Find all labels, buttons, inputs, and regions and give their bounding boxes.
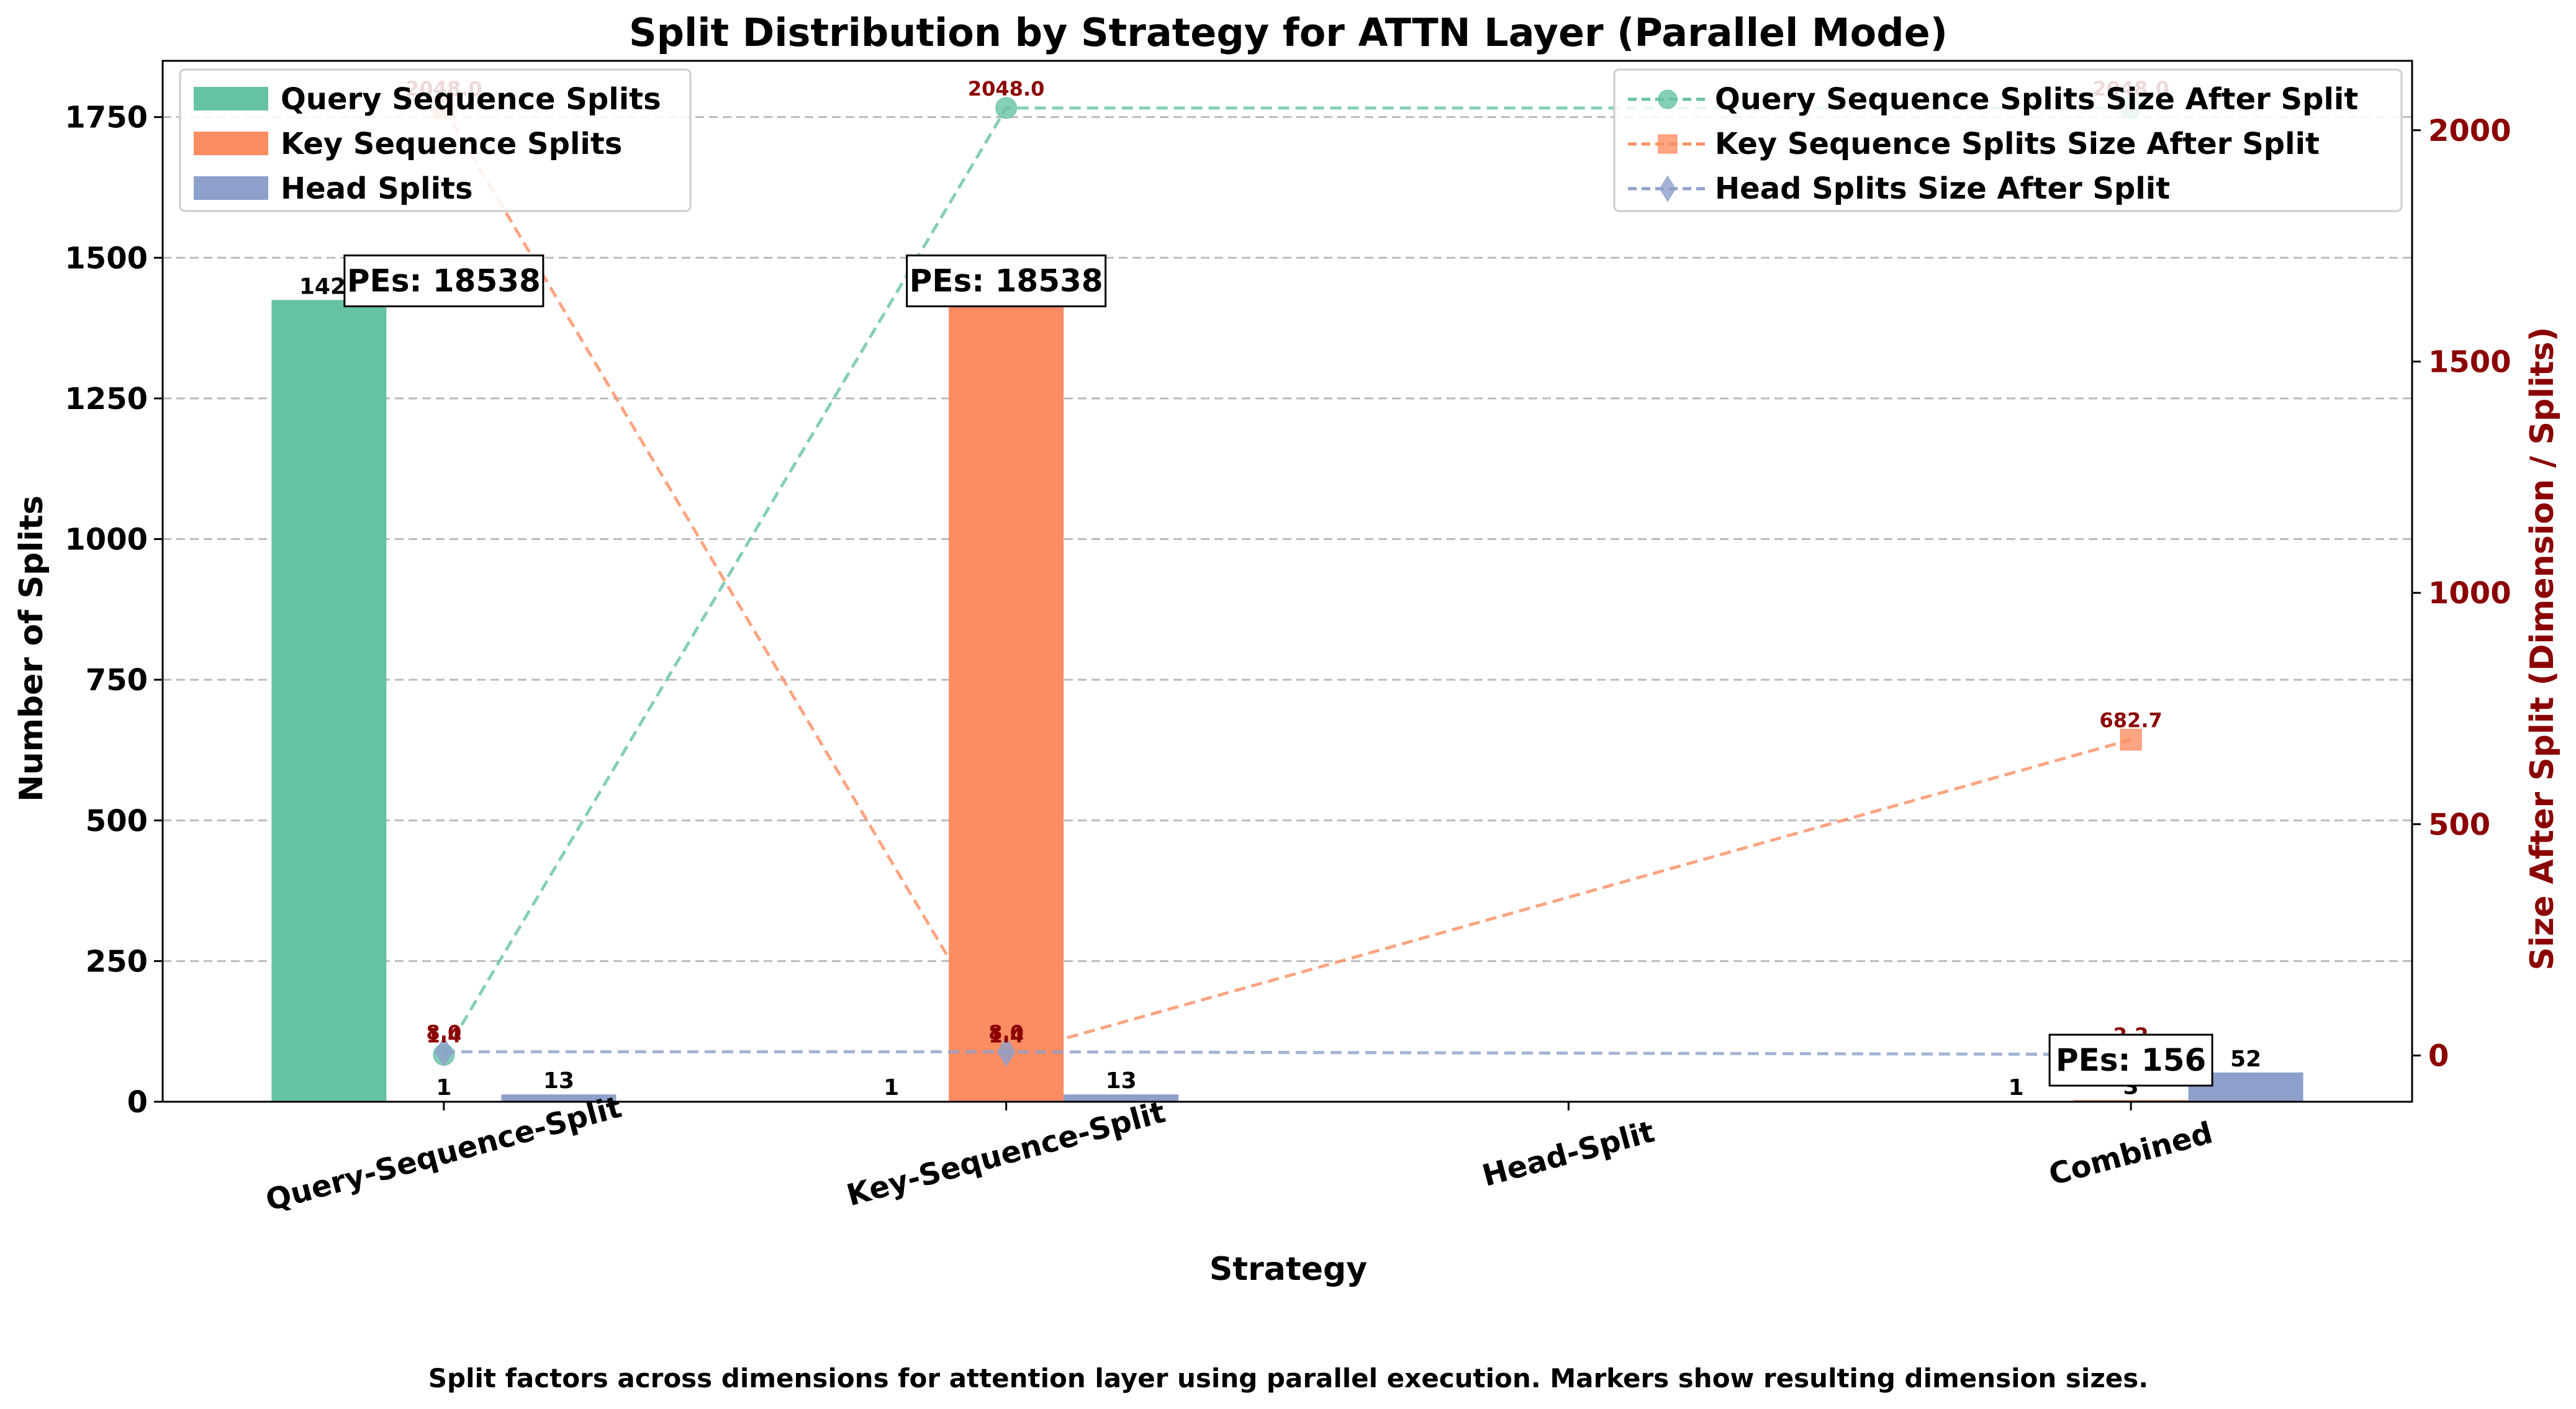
bar-value-label: 13 <box>543 1068 574 1094</box>
y2-axis-title: Size After Split (Dimension / Splits) <box>2524 327 2561 971</box>
legend-label: Head Splits Size After Split <box>1715 171 2170 206</box>
y-tick-label: 0 <box>127 1085 148 1120</box>
series-line <box>443 1050 2131 1056</box>
bar-value-label: 1 <box>436 1075 451 1101</box>
bar-value-label: 1 <box>2009 1075 2024 1101</box>
legend-frame <box>1613 68 2403 212</box>
bar-value-label: 13 <box>1106 1068 1137 1094</box>
bars-layer <box>271 300 2303 1102</box>
chart-title: Split Distribution by Strategy for ATTN … <box>629 10 1948 55</box>
bar-value-label: 52 <box>2230 1047 2261 1072</box>
pe-annotation-box <box>906 254 1107 308</box>
legend-label: Key Sequence Splits Size After Split <box>1715 127 2320 161</box>
line-value-label: 2048.0 <box>968 77 1044 101</box>
legend-swatch <box>194 176 268 200</box>
line-value-label: 8.0 <box>427 1021 462 1045</box>
line-value-label: 682.7 <box>2100 709 2162 732</box>
y2-tick-label: 1500 <box>2428 344 2511 379</box>
y-tick-label: 750 <box>86 663 148 698</box>
caption: Split factors across dimensions for atte… <box>428 1363 2148 1393</box>
series-line <box>442 106 2131 1056</box>
bar <box>949 300 1064 1102</box>
legend-frame <box>179 68 692 212</box>
bar <box>501 1094 617 1102</box>
pe-annotation-text: PEs: 18538 <box>347 263 541 299</box>
y-axis-title: Number of Splits <box>13 495 50 802</box>
pe-annotation-box <box>2048 1033 2213 1087</box>
line-value-label: 1.4 <box>427 1024 462 1047</box>
x-tick-label: Head-Split <box>1479 1114 1658 1194</box>
y-tick-label: 1000 <box>65 523 148 557</box>
pe-annotation-text: PEs: 18538 <box>910 263 1103 299</box>
legend-swatch <box>194 132 268 155</box>
lines-legend: Query Sequence Splits Size After Split Ke… <box>1613 68 2403 212</box>
line-point <box>997 1037 1016 1067</box>
y-tick-label: 1500 <box>65 241 148 276</box>
legend-label: Query Sequence Splits Size After Split <box>1715 82 2358 117</box>
series-line <box>442 107 2131 1057</box>
line-point <box>1658 134 1678 154</box>
line-point <box>1659 175 1676 202</box>
y-tick-label: 500 <box>86 804 148 839</box>
y2-tick-label: 2000 <box>2428 114 2511 148</box>
pe-annotation-text: PEs: 156 <box>2056 1042 2206 1078</box>
x-axis-title: Strategy <box>1209 1251 1367 1288</box>
bars-legend: Query Sequence Splits Key Sequence Splits… <box>179 68 692 212</box>
y2-tick-label: 1000 <box>2428 576 2511 611</box>
legend-swatch <box>194 87 268 110</box>
legend-label: Head Splits <box>281 171 473 206</box>
x-tick-label: Combined <box>2045 1115 2216 1192</box>
line-value-label: 8.0 <box>988 1021 1024 1045</box>
y2-tick-label: 500 <box>2428 808 2490 842</box>
lines-layer <box>433 97 2142 1069</box>
legend-label: Key Sequence Splits <box>281 127 622 161</box>
bar <box>1064 1094 1179 1102</box>
y-tick-label: 1250 <box>65 382 148 416</box>
labels-layer: 142?11114?31313521.42048.02048.02048.01.… <box>299 77 2261 1101</box>
legends-layer: Query Sequence Splits Key Sequence Splits… <box>179 68 2403 212</box>
line-point <box>434 1037 453 1067</box>
legend-label: Query Sequence Splits <box>281 82 661 117</box>
line-point <box>2120 729 2142 751</box>
plot-frame <box>161 60 2413 1103</box>
line-value-label: 1.4 <box>988 1024 1024 1047</box>
y2-tick-label: 0 <box>2428 1038 2449 1073</box>
bar-value-label: 1 <box>884 1075 899 1101</box>
y-tick-label: 250 <box>86 944 148 979</box>
line-point <box>1658 89 1678 109</box>
y-tick-label: 1750 <box>65 101 148 135</box>
annotations-layer: PEs: 18538 PEs: 18538 PEs: 156 <box>343 254 2213 1087</box>
line-point <box>995 97 1018 119</box>
x-tick-label: Key-Sequence-Split <box>843 1095 1169 1213</box>
bar <box>271 300 387 1102</box>
pe-annotation-box <box>343 254 545 308</box>
